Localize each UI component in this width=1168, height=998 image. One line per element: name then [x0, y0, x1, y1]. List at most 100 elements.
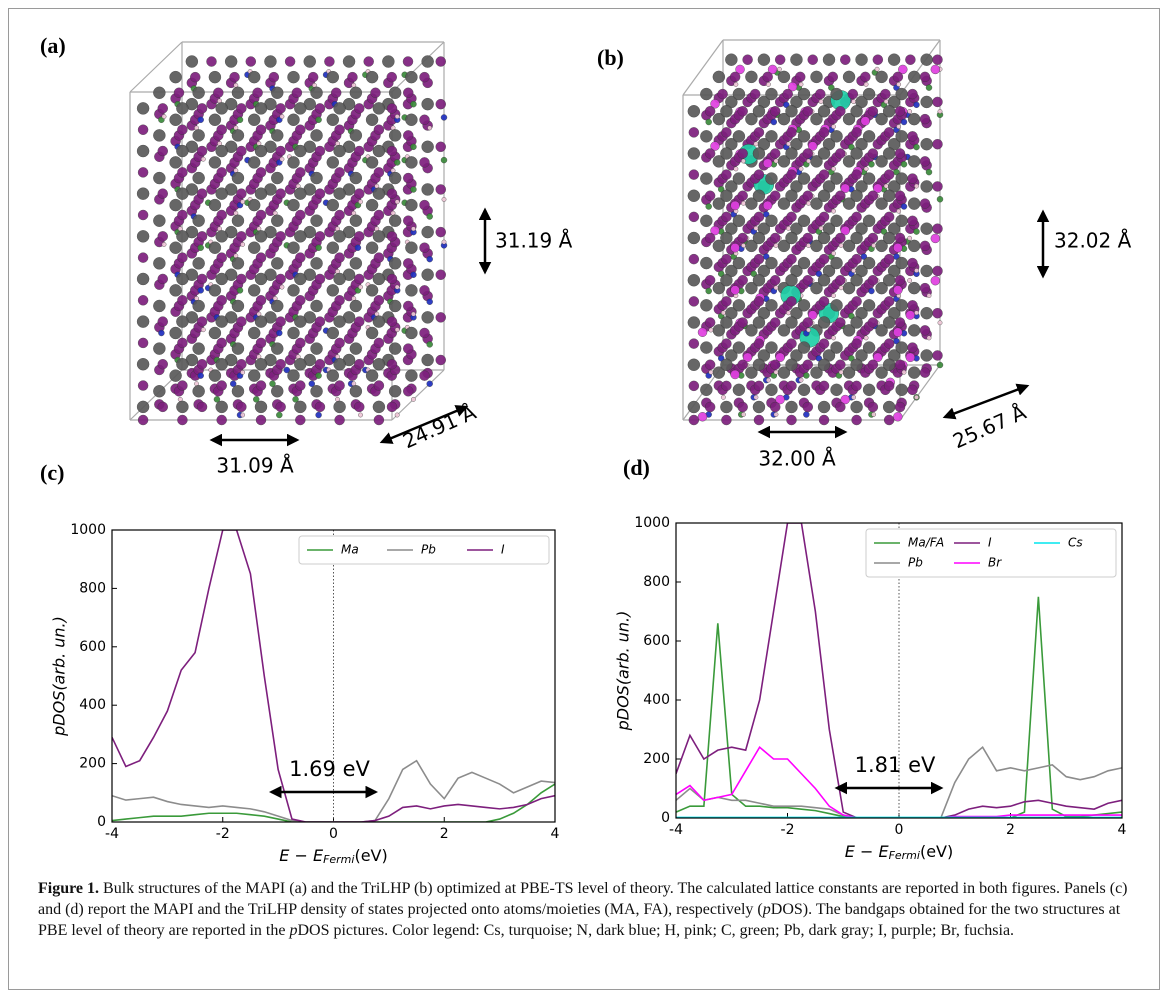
atom — [913, 101, 920, 109]
atom — [254, 358, 268, 371]
atom — [354, 103, 365, 114]
atom — [136, 187, 150, 200]
y-tick-label: 1000 — [70, 522, 106, 538]
atom — [157, 103, 168, 114]
atom — [735, 64, 745, 75]
atom — [741, 158, 746, 164]
x-tick-label: 2 — [440, 826, 449, 842]
atom — [254, 144, 268, 158]
atom — [314, 316, 326, 327]
atom — [883, 296, 895, 307]
atom — [802, 317, 813, 328]
atom — [247, 113, 261, 126]
atom — [835, 275, 846, 286]
atom — [901, 369, 907, 375]
series-line — [112, 783, 555, 822]
atom — [687, 274, 701, 287]
atom — [850, 189, 863, 202]
atom — [867, 190, 879, 201]
atom — [295, 380, 306, 391]
atom — [752, 274, 766, 287]
atom — [279, 114, 285, 119]
atom — [136, 144, 150, 158]
atom — [315, 372, 322, 379]
atom — [279, 284, 285, 290]
atom — [753, 141, 759, 147]
atom — [785, 358, 798, 371]
atom — [745, 324, 758, 337]
atom — [749, 88, 761, 100]
atom — [797, 214, 811, 228]
atom — [875, 70, 888, 84]
figure-frame — [8, 8, 1160, 990]
atom — [732, 214, 746, 228]
atom — [137, 414, 149, 426]
atom — [382, 55, 395, 68]
atom — [255, 337, 267, 349]
atom — [427, 125, 433, 131]
atom — [817, 316, 831, 329]
atom — [388, 385, 402, 398]
atom — [314, 401, 326, 413]
atom — [818, 338, 830, 349]
atom — [905, 310, 916, 320]
atom — [827, 71, 838, 83]
atom — [882, 105, 896, 118]
atom — [192, 171, 205, 185]
atom — [372, 315, 386, 328]
caption-text: Bulk structures of the MAPI (a) and the … — [38, 880, 1128, 918]
atom — [229, 71, 240, 83]
atom — [818, 414, 830, 426]
atom — [254, 230, 268, 243]
atom — [334, 209, 345, 221]
atom — [762, 200, 773, 211]
atom — [192, 385, 205, 398]
atom — [326, 326, 339, 340]
atom — [419, 242, 430, 253]
atom — [802, 401, 813, 413]
atom — [737, 317, 748, 328]
atom — [907, 70, 921, 84]
atom — [310, 385, 323, 398]
atom — [279, 156, 285, 162]
atom — [411, 226, 416, 232]
atom — [405, 156, 418, 169]
atom — [386, 401, 398, 413]
atom — [920, 306, 933, 320]
atom — [835, 148, 846, 159]
caption-text: DOS pictures. Color legend: Cs, turquois… — [297, 922, 1015, 939]
bandgap-label: 1.69 eV — [289, 757, 370, 781]
atom — [419, 114, 430, 125]
atom — [704, 232, 716, 244]
atom — [787, 81, 798, 92]
atom — [704, 275, 716, 286]
atom — [192, 299, 205, 313]
atom — [216, 124, 227, 135]
atom — [349, 129, 363, 142]
atom — [365, 369, 379, 382]
atom — [914, 268, 919, 273]
atom — [197, 116, 204, 124]
atom — [851, 394, 856, 400]
series-line — [676, 523, 1122, 818]
plot-frame — [675, 522, 1123, 819]
atom — [372, 400, 386, 414]
atom — [732, 299, 746, 312]
atom — [752, 400, 766, 414]
atom — [842, 324, 856, 337]
atom — [245, 56, 257, 67]
legend-box — [865, 528, 1117, 578]
atom — [253, 396, 260, 403]
atom — [687, 147, 701, 160]
atom — [176, 272, 189, 286]
cell-edge — [682, 39, 724, 96]
atom — [403, 386, 414, 397]
atom — [914, 394, 919, 400]
atom — [394, 199, 400, 205]
atom — [403, 172, 414, 184]
atom — [840, 183, 850, 194]
atom — [851, 99, 856, 104]
atom — [802, 275, 813, 286]
legend-label: Cs — [1068, 536, 1083, 550]
atom — [765, 172, 778, 185]
